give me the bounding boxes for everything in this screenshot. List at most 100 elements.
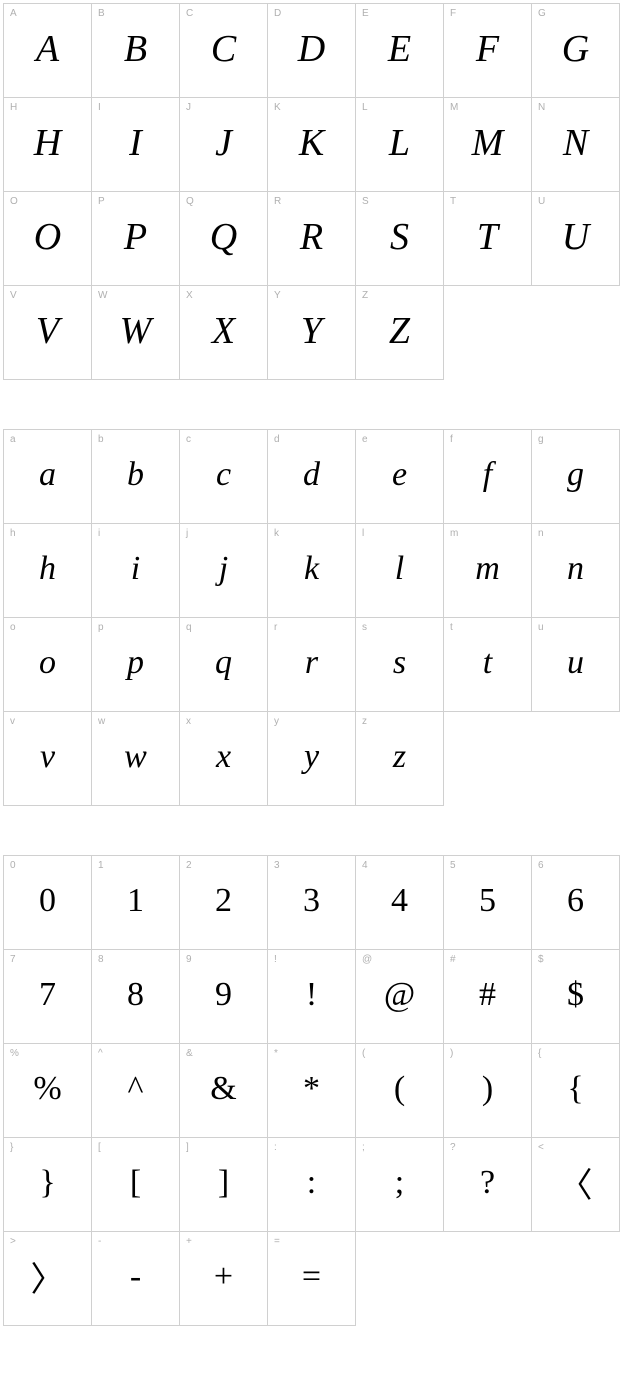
- glyph-label: T: [450, 196, 456, 207]
- glyph-cell: ]]: [179, 1137, 268, 1232]
- glyph-cell: ++: [179, 1231, 268, 1326]
- glyph-char: 4: [391, 882, 408, 920]
- glyph-label: J: [186, 102, 191, 113]
- glyph-label: L: [362, 102, 368, 113]
- glyph-label: <: [538, 1142, 544, 1153]
- glyph-label: 7: [10, 954, 16, 965]
- glyph-char: s: [393, 644, 406, 682]
- glyph-label: w: [98, 716, 105, 727]
- glyph-cell: JJ: [179, 97, 268, 192]
- glyph-cell: DD: [267, 3, 356, 98]
- glyph-char: k: [304, 550, 319, 588]
- glyph-cell: ee: [355, 429, 444, 524]
- glyph-label: x: [186, 716, 191, 727]
- glyph-char: B: [124, 26, 147, 70]
- glyph-cell: tt: [443, 617, 532, 712]
- glyph-char: 6: [567, 882, 584, 920]
- glyph-label: E: [362, 8, 369, 19]
- glyph-label: s: [362, 622, 367, 633]
- glyph-char: Y: [301, 308, 322, 352]
- glyph-cell: pp: [91, 617, 180, 712]
- glyph-char: d: [303, 456, 320, 494]
- glyph-cell: ##: [443, 949, 532, 1044]
- glyph-cell: 77: [3, 949, 92, 1044]
- glyph-label: 1: [98, 860, 104, 871]
- glyph-cell: <〈: [531, 1137, 620, 1232]
- glyph-char: X: [212, 308, 235, 352]
- glyph-cell: XX: [179, 285, 268, 380]
- glyph-label: =: [274, 1236, 280, 1247]
- glyph-char: O: [34, 214, 61, 258]
- glyph-cell: 44: [355, 855, 444, 950]
- glyph-label: 9: [186, 954, 192, 965]
- glyph-label: %: [10, 1048, 19, 1059]
- glyph-label: @: [362, 954, 372, 965]
- glyph-label: Z: [362, 290, 368, 301]
- glyph-char: g: [567, 456, 584, 494]
- glyph-label: P: [98, 196, 105, 207]
- glyph-cell: }}: [3, 1137, 92, 1232]
- glyph-label: p: [98, 622, 104, 633]
- glyph-label: r: [274, 622, 277, 633]
- glyph-cell: VV: [3, 285, 92, 380]
- glyph-label: ?: [450, 1142, 456, 1153]
- glyph-char: K: [299, 120, 324, 164]
- glyph-char: e: [392, 456, 407, 494]
- glyph-char: }: [39, 1164, 55, 1202]
- glyph-label: j: [186, 528, 188, 539]
- glyph-char: 0: [39, 882, 56, 920]
- glyph-cell: ww: [91, 711, 180, 806]
- glyph-char: :: [307, 1164, 316, 1202]
- glyph-char: #: [479, 976, 496, 1014]
- glyph-char: ]: [218, 1164, 229, 1202]
- glyph-char: 2: [215, 882, 232, 920]
- glyph-char: F: [476, 26, 499, 70]
- glyph-cell: NN: [531, 97, 620, 192]
- glyph-cell: HH: [3, 97, 92, 192]
- glyph-label: O: [10, 196, 18, 207]
- glyph-label: ^: [98, 1048, 103, 1059]
- glyph-char: N: [563, 120, 588, 164]
- glyph-char: t: [483, 644, 492, 682]
- glyph-cell: aa: [3, 429, 92, 524]
- glyph-char: [: [130, 1164, 141, 1202]
- glyph-label: q: [186, 622, 192, 633]
- glyph-char: n: [567, 550, 584, 588]
- glyph-char: v: [40, 738, 55, 776]
- glyph-char: 〈: [559, 1158, 593, 1207]
- glyph-char: S: [390, 214, 409, 258]
- glyph-label: b: [98, 434, 104, 445]
- glyph-label: H: [10, 102, 17, 113]
- glyph-char: *: [303, 1070, 320, 1108]
- glyph-char: ;: [395, 1164, 404, 1202]
- glyph-char: 3: [303, 882, 320, 920]
- glyph-char: W: [120, 308, 152, 352]
- glyph-label: f: [450, 434, 453, 445]
- glyph-cell: jj: [179, 523, 268, 618]
- glyph-cell: 11: [91, 855, 180, 950]
- glyph-cell: RR: [267, 191, 356, 286]
- glyph-cell: KK: [267, 97, 356, 192]
- glyph-cell: &&: [179, 1043, 268, 1138]
- glyph-label: R: [274, 196, 281, 207]
- glyph-cell: ss: [355, 617, 444, 712]
- glyph-char: U: [562, 214, 589, 258]
- glyph-cell: !!: [267, 949, 356, 1044]
- glyph-cell: 55: [443, 855, 532, 950]
- glyph-char: I: [129, 120, 142, 164]
- glyph-cell: UU: [531, 191, 620, 286]
- glyph-cell: ??: [443, 1137, 532, 1232]
- glyph-char: 8: [127, 976, 144, 1014]
- glyph-cell: nn: [531, 523, 620, 618]
- glyph-label: n: [538, 528, 544, 539]
- glyph-cell: $$: [531, 949, 620, 1044]
- glyph-label: !: [274, 954, 277, 965]
- glyph-char: D: [298, 26, 325, 70]
- glyph-char: R: [300, 214, 323, 258]
- glyph-label: F: [450, 8, 456, 19]
- glyph-cell: 00: [3, 855, 92, 950]
- glyph-char: 7: [39, 976, 56, 1014]
- glyph-char: H: [34, 120, 61, 164]
- glyph-char: 1: [127, 882, 144, 920]
- glyph-label: C: [186, 8, 193, 19]
